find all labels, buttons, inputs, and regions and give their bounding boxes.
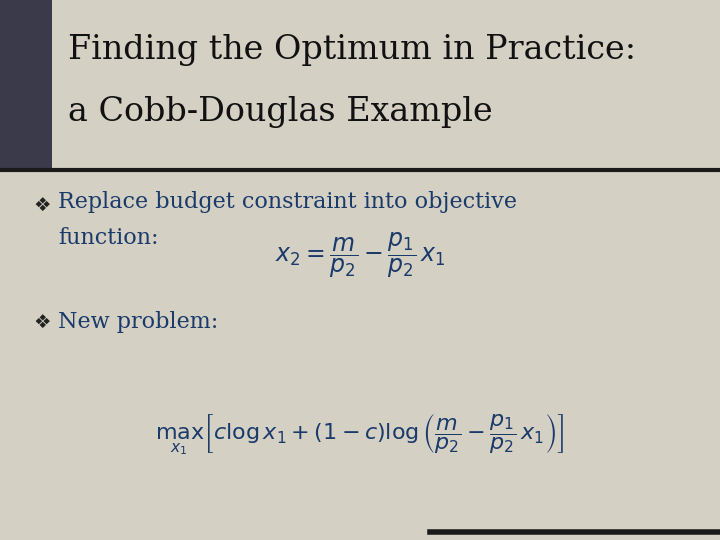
Text: Replace budget constraint into objective: Replace budget constraint into objective — [58, 191, 517, 213]
Text: function:: function: — [58, 227, 158, 249]
Bar — [0, 0, 52, 170]
Text: Finding the Optimum in Practice:: Finding the Optimum in Practice: — [68, 34, 636, 66]
Text: a Cobb-Douglas Example: a Cobb-Douglas Example — [68, 96, 492, 128]
Text: New problem:: New problem: — [58, 311, 218, 333]
Text: $x_2 = \dfrac{m}{p_2} - \dfrac{p_1}{p_2}\, x_1$: $x_2 = \dfrac{m}{p_2} - \dfrac{p_1}{p_2}… — [274, 231, 446, 280]
Text: ❖: ❖ — [33, 195, 50, 214]
Text: ❖: ❖ — [33, 313, 50, 332]
Text: $\max_{x_1} \left[ c \log x_1 + (1-c) \log \left( \dfrac{m}{p_2} - \dfrac{p_1}{p: $\max_{x_1} \left[ c \log x_1 + (1-c) \l… — [156, 413, 564, 457]
